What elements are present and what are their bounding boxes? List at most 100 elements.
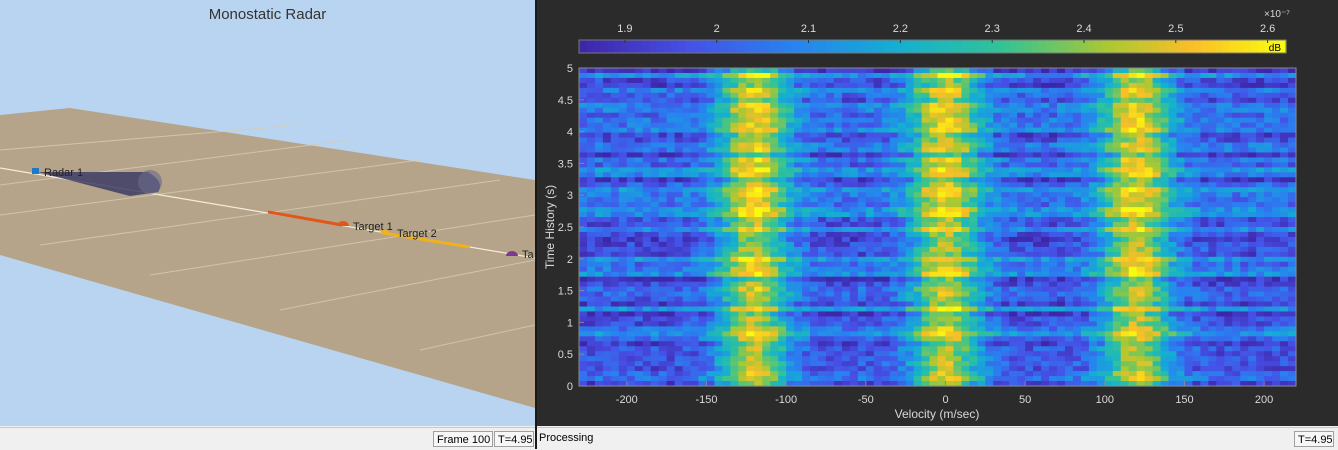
heatmap-cell	[1256, 128, 1265, 134]
heatmap-cell	[1145, 108, 1154, 114]
heatmap-cell	[643, 152, 652, 158]
heatmap-cell	[1169, 232, 1178, 238]
heatmap-cell	[1129, 133, 1138, 139]
heatmap-cell	[1184, 118, 1193, 124]
heatmap-cell	[1025, 68, 1034, 74]
heatmap-cell	[890, 297, 899, 303]
heatmap-cell	[1280, 78, 1289, 84]
heatmap-cell	[691, 88, 700, 94]
scenario-3d-scene[interactable]: Radar 1 Target 1 Target 2 Ta	[0, 0, 535, 426]
heatmap-cell	[627, 267, 636, 273]
heatmap-cell	[1192, 252, 1201, 258]
heatmap-cell	[683, 128, 692, 134]
heatmap-cell	[938, 98, 947, 104]
heatmap-cell	[1280, 148, 1289, 154]
heatmap-cell	[794, 88, 803, 94]
heatmap-cell	[802, 252, 811, 258]
heatmap-cell	[746, 167, 755, 173]
heatmap-cell	[1057, 257, 1066, 263]
heatmap-cell	[1081, 282, 1090, 288]
heatmap-cell	[691, 217, 700, 223]
heatmap-cell	[802, 262, 811, 268]
heatmap-cell	[1049, 217, 1058, 223]
heatmap-cell	[818, 267, 827, 273]
heatmap-cell	[1009, 257, 1018, 263]
heatmap-cell	[595, 207, 604, 213]
heatmap-cell	[1248, 83, 1257, 89]
heatmap-cell	[770, 103, 779, 109]
heatmap-cell	[1208, 167, 1217, 173]
colorbar-cell	[1187, 40, 1195, 53]
heatmap-cell	[730, 187, 739, 193]
heatmap-cell	[1184, 311, 1193, 317]
heatmap-cell	[651, 321, 660, 327]
heatmap-cell	[714, 123, 723, 129]
heatmap-cell	[579, 148, 588, 154]
heatmap-cell	[1280, 113, 1289, 119]
heatmap-cell	[945, 157, 954, 163]
heatmap-cell	[635, 167, 644, 173]
heatmap-cell	[802, 277, 811, 283]
heatmap-cell	[1232, 73, 1241, 79]
heatmap-cell	[1145, 227, 1154, 233]
heatmap-cell	[977, 242, 986, 248]
heatmap-cell	[1248, 167, 1257, 173]
heatmap-cell	[810, 162, 819, 168]
heatmap-cell	[683, 108, 692, 114]
heatmap-cell	[1009, 207, 1018, 213]
heatmap-cell	[858, 177, 867, 183]
radar-marker[interactable]	[32, 168, 39, 174]
heatmap-cell	[1264, 177, 1273, 183]
heatmap-cell	[906, 167, 915, 173]
heatmap-cell	[722, 118, 731, 124]
heatmap-cell	[1105, 297, 1114, 303]
heatmap-cell	[1272, 311, 1281, 317]
heatmap-cell	[1248, 307, 1257, 313]
colorbar-cell	[1145, 40, 1153, 53]
heatmap-cell	[890, 138, 899, 144]
heatmap-cell	[778, 311, 787, 317]
heatmap-cell	[659, 217, 668, 223]
heatmap-cell	[1200, 103, 1209, 109]
heatmap-cell	[1105, 177, 1114, 183]
heatmap-cell	[1264, 222, 1273, 228]
heatmap-cell	[794, 331, 803, 337]
heatmap-cell	[1081, 331, 1090, 337]
heatmap-cell	[1025, 217, 1034, 223]
heatmap-cell	[794, 237, 803, 243]
heatmap-cell	[1232, 217, 1241, 223]
heatmap-cell	[722, 197, 731, 203]
heatmap-cell	[730, 182, 739, 188]
heatmap-cell	[1089, 197, 1098, 203]
heatmap-cell	[985, 227, 994, 233]
heatmap-cell	[699, 302, 708, 308]
heatmap-cell	[1200, 73, 1209, 79]
heatmap-cell	[985, 157, 994, 163]
heatmap-cell	[587, 272, 596, 278]
heatmap-cell	[699, 192, 708, 198]
heatmap-cell	[706, 113, 715, 119]
heatmap-cell	[786, 252, 795, 258]
heatmap-cell	[770, 331, 779, 337]
heatmap-cell	[1153, 331, 1162, 337]
heatmap-cell	[826, 73, 835, 79]
heatmap-cell	[643, 282, 652, 288]
heatmap-cell	[770, 118, 779, 124]
heatmap-cell	[1280, 242, 1289, 248]
heatmap-cell	[1025, 148, 1034, 154]
heatmap-cell	[1145, 311, 1154, 317]
heatmap-cell	[1272, 68, 1281, 74]
heatmap-cell	[810, 148, 819, 154]
scenario-view[interactable]: Radar 1 Target 1 Target 2 Ta Monostatic …	[0, 0, 535, 426]
heatmap-cell	[914, 257, 923, 263]
heatmap-cell	[667, 202, 676, 208]
heatmap-cell	[914, 73, 923, 79]
heatmap-cell	[1224, 88, 1233, 94]
heatmap-cell	[1073, 267, 1082, 273]
heatmap-cell	[969, 307, 978, 313]
heatmap-cell	[945, 148, 954, 154]
heatmap-cell	[1057, 182, 1066, 188]
heatmap-cell	[866, 252, 875, 258]
